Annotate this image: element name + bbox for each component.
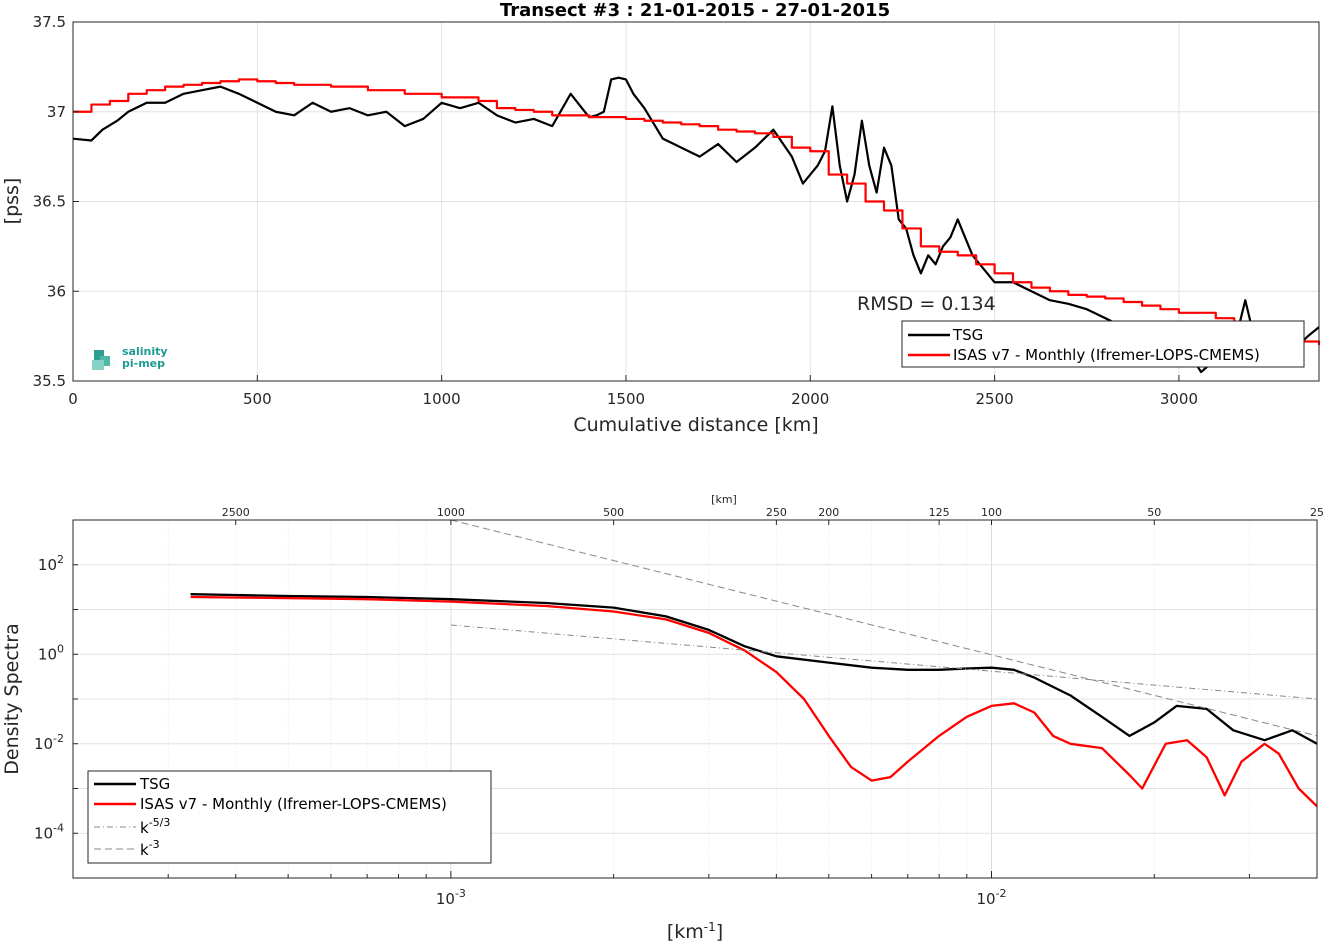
bottom-y-axis-label: Density Spectra [1, 623, 23, 774]
top-xtick-label: 2500 [976, 390, 1014, 408]
logo-line1: salinity [122, 345, 168, 358]
top-series-line-0 [72, 76, 1320, 374]
top-legend-box [901, 320, 1305, 368]
top-ytick-label: 35.5 [33, 372, 66, 390]
top-ytick-label: 37.5 [33, 13, 66, 31]
logo-line2: pi-mep [122, 357, 165, 370]
bottom-series-line-3 [450, 519, 1318, 737]
legend-label-isas: ISAS v7 - Monthly (Ifremer-LOPS-CMEMS) [953, 346, 1260, 364]
top-km-tick-label: 50 [1147, 506, 1161, 519]
top-xtick-label: 1000 [423, 390, 461, 408]
bottom-grid [72, 520, 1318, 878]
top-km-tick-label: 125 [929, 506, 950, 519]
bottom-ytick-exponent: 2 [57, 553, 64, 566]
salinity-pi-mep-logo: salinity pi-mep [92, 345, 168, 370]
bottom-ytick-label: 10-2 [34, 732, 64, 753]
top-series-line-1 [73, 78, 1321, 346]
top-axis-label: [km] [711, 493, 737, 506]
legend-label-isas-2: ISAS v7 - Monthly (Ifremer-LOPS-CMEMS) [140, 795, 447, 813]
top-legend: TSG ISAS v7 - Monthly (Ifremer-LOPS-CMEM… [901, 320, 1305, 368]
bottom-xtick-exponent: -3 [455, 887, 466, 900]
x-axis-label: Cumulative distance [km] [573, 414, 818, 436]
bottom-xtick-label: 10-2 [976, 887, 1006, 908]
bottom-xtick-label: 10-3 [436, 887, 466, 908]
bottom-ytick-label: 100 [38, 642, 64, 663]
bottom-series-line-1 [190, 595, 1318, 808]
top-ytick-label: 36.5 [33, 193, 66, 211]
bottom-ytick-exponent: -2 [53, 732, 64, 745]
top-km-tick-label: 100 [981, 506, 1002, 519]
top-xtick-label: 1500 [607, 390, 645, 408]
legend-label-tsg: TSG [952, 326, 983, 344]
y-axis-label: [pss] [1, 178, 23, 225]
top-ytick-label: 36 [47, 282, 66, 300]
top-series [72, 76, 1321, 374]
top-xtick-label: 2000 [791, 390, 829, 408]
top-km-tick-label: 2500 [222, 506, 250, 519]
logo-block-3 [92, 360, 104, 370]
bottom-legend-box [87, 770, 492, 864]
top-km-tick-label: 500 [603, 506, 624, 519]
top-km-tick-label: 200 [818, 506, 839, 519]
chart-title: Transect #3 : 21-01-2015 - 27-01-2015 [500, 0, 890, 21]
top-xtick-label: 0 [68, 390, 78, 408]
top-xtick-label: 3000 [1160, 390, 1198, 408]
top-ticks: 0 500 1000 1500 2000 2500 3000 35.5 36 36.5 37 37.5 [33, 13, 1198, 408]
bottom-ytick-label: 10-4 [34, 821, 64, 842]
bottom-ytick-exponent: 0 [57, 642, 64, 655]
bottom-series-line-0 [190, 593, 1318, 745]
bottom-xtick-exponent: -2 [996, 887, 1007, 900]
bottom-legend: TSG ISAS v7 - Monthly (Ifremer-LOPS-CMEM… [87, 770, 492, 864]
top-km-tick-label: 25 [1310, 506, 1324, 519]
rmsd-annotation: RMSD = 0.134 [857, 293, 996, 315]
logo-block-2 [100, 356, 110, 366]
top-km-tick-label: 250 [766, 506, 787, 519]
bottom-ytick-exponent: -4 [53, 821, 64, 834]
bottom-series-line-2 [450, 624, 1318, 700]
top-xtick-label: 500 [243, 390, 272, 408]
bottom-ytick-label: 102 [38, 553, 64, 574]
bottom-series [190, 519, 1318, 808]
legend-label-tsg-2: TSG [139, 775, 170, 793]
top-km-tick-label: 1000 [437, 506, 465, 519]
salinity-transect-chart: Transect #3 : 21-01-2015 - 27-01-2015 0 5… [1, 0, 1321, 436]
top-ytick-label: 37 [47, 103, 66, 121]
logo-block-1 [94, 350, 104, 360]
bottom-x-axis-label: [km-1] [667, 920, 723, 942]
